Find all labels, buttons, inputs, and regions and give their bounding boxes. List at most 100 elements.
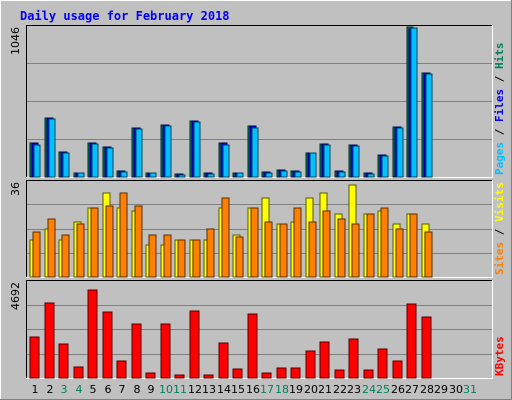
- bar-sites-day-5: [90, 207, 99, 278]
- bar-sites-day-2: [47, 218, 56, 278]
- bar-kbytes-day-28: [421, 316, 432, 379]
- bar-sites-day-21: [322, 210, 331, 278]
- bar-pages-day-8: [135, 128, 143, 178]
- bar-sites-day-11: [177, 239, 186, 278]
- x-tick-label-4: 4: [76, 383, 83, 396]
- x-axis-labels: 1 2 3 4 5 6 7 8 9 10 11 12 13 14 15 16 17 18 19 20 21 22 23 24 2…: [32, 383, 478, 396]
- bar-kbytes-day-16: [247, 313, 258, 379]
- x-tick-label-18: 18: [275, 383, 289, 396]
- legend-entry: /: [493, 69, 506, 89]
- bar-sites-day-23: [351, 223, 360, 278]
- bar-kbytes-day-19: [290, 367, 301, 379]
- bar-kbytes-day-4: [73, 366, 84, 379]
- chart-panels: 1046 Pages / Files / Hits 36 Sites / Visits…: [9, 25, 506, 379]
- bar-kbytes-day-1: [29, 336, 40, 379]
- x-tick-label-3: 3: [61, 383, 68, 396]
- bar-kbytes-day-2: [44, 302, 55, 379]
- x-tick-label-13: 13: [202, 383, 216, 396]
- bar-sites-day-20: [308, 221, 317, 278]
- legend-top: Pages / Files / Hits: [493, 43, 506, 176]
- x-tick-label-12: 12: [188, 383, 202, 396]
- x-tick-label-15: 15: [231, 383, 245, 396]
- legend-entry: Pages: [493, 142, 506, 175]
- bar-sites-day-22: [337, 218, 346, 278]
- bar-pages-day-17: [265, 172, 273, 178]
- bar-sites-day-28: [424, 231, 433, 278]
- bar-pages-day-21: [323, 144, 331, 178]
- bar-kbytes-day-6: [102, 311, 113, 379]
- panel-middle: 36 Sites / Visits: [9, 180, 506, 278]
- x-tick-label-28: 28: [420, 383, 434, 396]
- x-tick-label-14: 14: [217, 383, 231, 396]
- bar-pages-day-28: [425, 73, 433, 178]
- bar-sites-day-25: [380, 207, 389, 278]
- bar-kbytes-day-7: [116, 360, 127, 379]
- bar-sites-day-4: [76, 223, 85, 278]
- bar-kbytes-day-10: [160, 323, 171, 379]
- panel-bottom: 4692 KBytes: [9, 280, 506, 379]
- x-tick-label-29: 29: [434, 383, 448, 396]
- x-tick-label-6: 6: [105, 383, 112, 396]
- bar-kbytes-day-20: [305, 350, 316, 379]
- bar-pages-day-13: [207, 173, 215, 178]
- bar-pages-day-7: [120, 171, 128, 178]
- x-tick-label-9: 9: [148, 383, 155, 396]
- bar-kbytes-day-27: [406, 303, 417, 379]
- bar-pages-day-9: [149, 172, 157, 178]
- panel-top: 1046 Pages / Files / Hits: [9, 25, 506, 178]
- bar-sites-day-27: [409, 213, 418, 278]
- legend-entry: Hits: [493, 43, 506, 70]
- y-max-label-top: 1046: [9, 27, 22, 55]
- bar-pages-day-12: [193, 121, 201, 178]
- bar-sites-day-24: [366, 213, 375, 278]
- x-tick-label-19: 19: [289, 383, 303, 396]
- x-tick-label-7: 7: [119, 383, 126, 396]
- bar-pages-day-4: [77, 172, 85, 178]
- x-tick-label-17: 17: [260, 383, 274, 396]
- legend-entry: /: [493, 122, 506, 142]
- bar-sites-day-19: [293, 207, 302, 278]
- x-tick-label-27: 27: [405, 383, 419, 396]
- legend-entry: Files: [493, 89, 506, 122]
- bar-sites-day-10: [163, 234, 172, 278]
- bar-sites-day-7: [119, 192, 128, 278]
- bar-pages-day-10: [164, 125, 172, 178]
- bar-kbytes-day-5: [87, 289, 98, 379]
- bar-kbytes-day-17: [261, 372, 272, 379]
- bar-pages-day-18: [280, 170, 288, 178]
- bar-pages-day-16: [251, 127, 259, 178]
- bar-pages-day-14: [222, 144, 230, 178]
- bar-sites-day-26: [395, 228, 404, 278]
- bar-pages-day-20: [309, 152, 317, 178]
- x-tick-label-23: 23: [347, 383, 361, 396]
- bar-sites-day-12: [192, 239, 201, 278]
- legend-entry: Visits: [493, 182, 506, 222]
- bar-kbytes-day-14: [218, 342, 229, 379]
- x-tick-label-24: 24: [362, 383, 376, 396]
- y-max-label-bottom: 4692: [9, 282, 22, 310]
- bar-kbytes-day-15: [232, 368, 243, 379]
- bar-pages-day-19: [294, 171, 302, 178]
- bar-pages-day-27: [410, 27, 418, 178]
- x-tick-label-31: 31: [463, 383, 477, 396]
- legend-entry: KBytes: [493, 336, 506, 376]
- bar-sites-day-14: [221, 197, 230, 278]
- bar-kbytes-day-26: [392, 360, 403, 379]
- bar-pages-day-15: [236, 172, 244, 178]
- legend-entry: Sites: [493, 242, 506, 275]
- bar-sites-day-6: [105, 205, 114, 278]
- bar-pages-day-26: [396, 127, 404, 178]
- bar-kbytes-day-13: [203, 374, 214, 379]
- bar-pages-day-3: [62, 152, 70, 178]
- x-tick-label-26: 26: [391, 383, 405, 396]
- x-tick-label-16: 16: [246, 383, 260, 396]
- x-tick-label-20: 20: [304, 383, 318, 396]
- bar-kbytes-day-22: [334, 369, 345, 379]
- x-tick-label-25: 25: [376, 383, 390, 396]
- bar-pages-day-2: [48, 118, 56, 178]
- bar-sites-day-17: [264, 221, 273, 278]
- bar-sites-day-13: [206, 228, 215, 278]
- bar-pages-day-1: [33, 144, 41, 178]
- bar-kbytes-day-8: [131, 323, 142, 379]
